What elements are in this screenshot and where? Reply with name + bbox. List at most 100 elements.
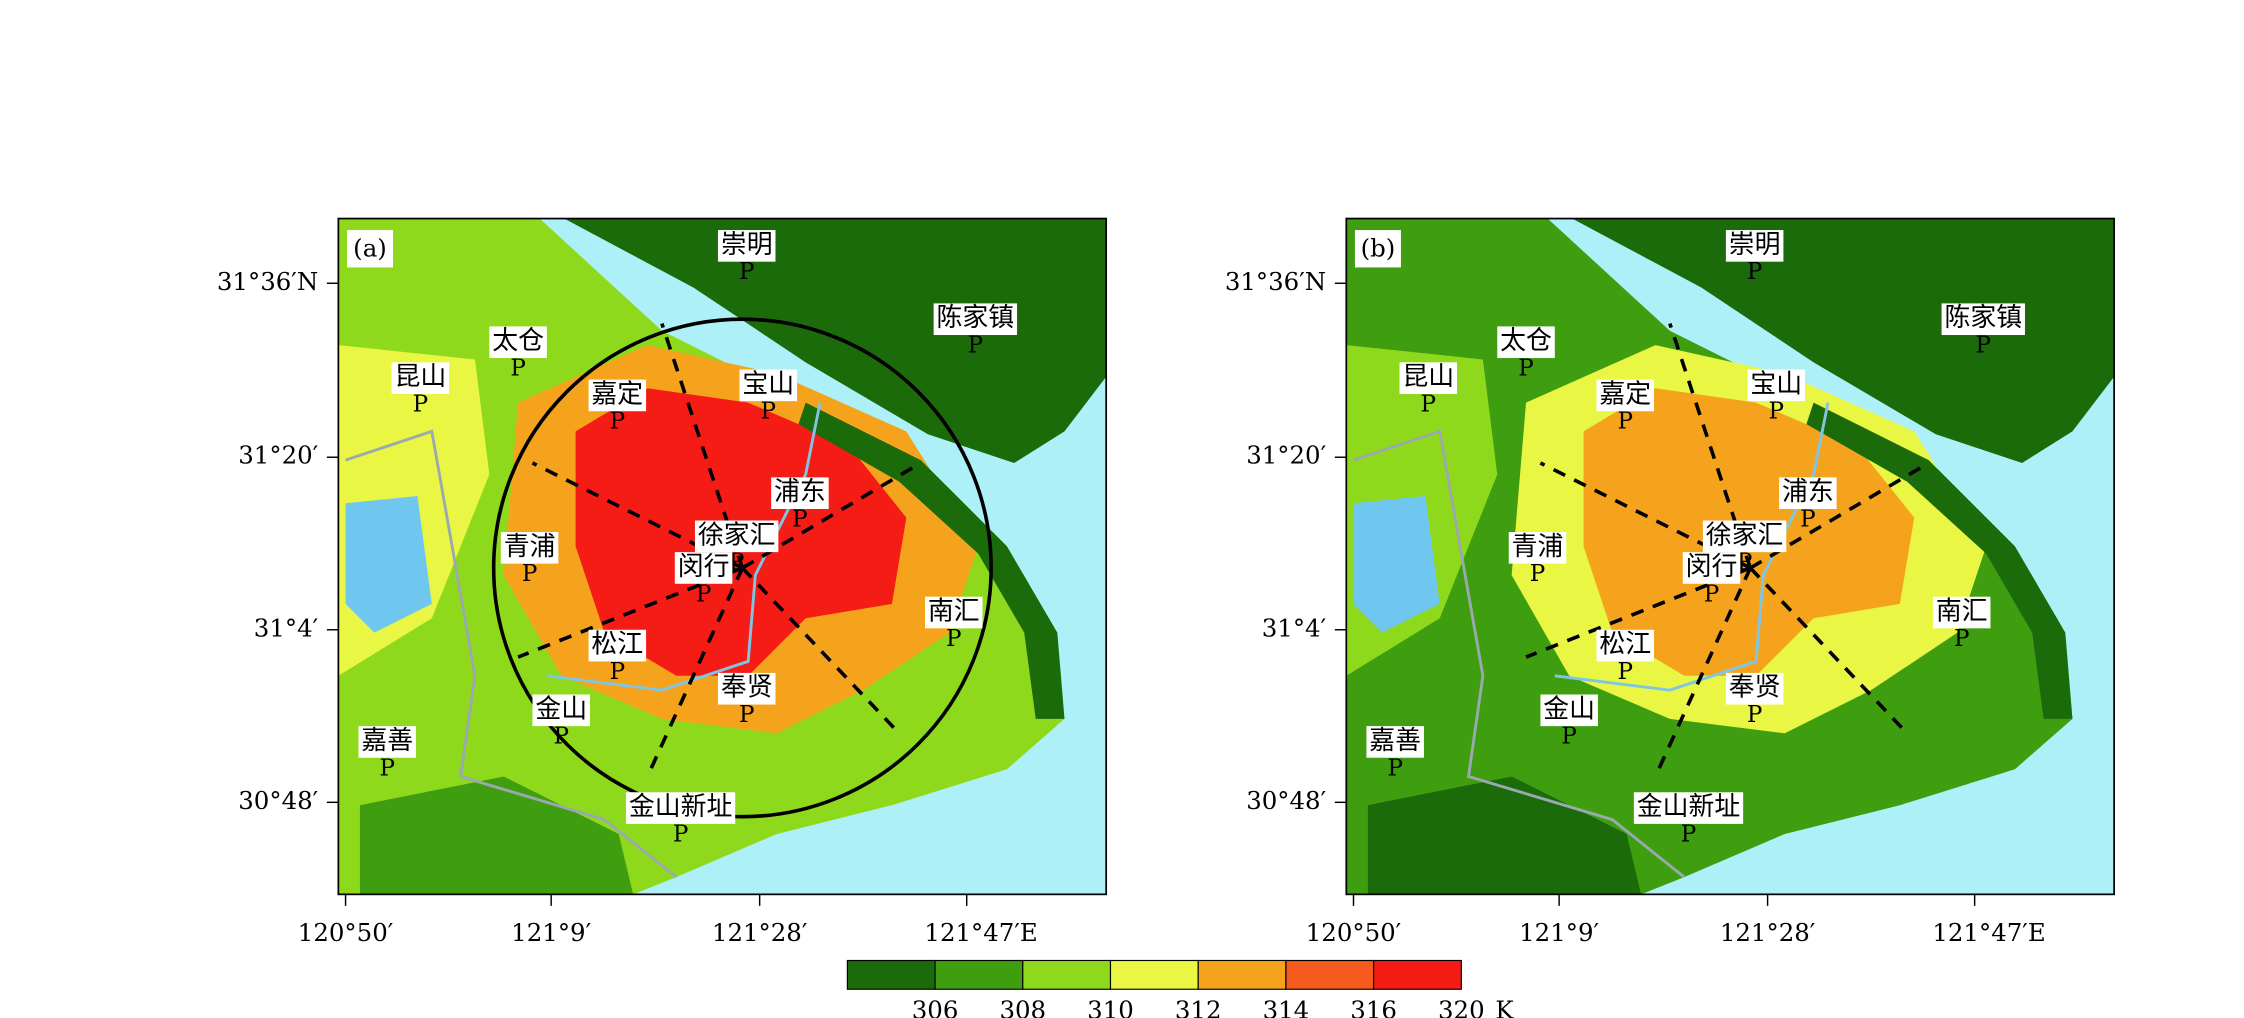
city-label-box <box>717 672 776 705</box>
river <box>546 402 822 692</box>
city-label-box <box>1779 477 1837 509</box>
city-label: 浦东 <box>1782 477 1834 507</box>
panel-label-box <box>1354 230 1401 268</box>
city-marker: P <box>1530 561 1545 587</box>
city-marker: P <box>610 659 625 685</box>
boundary <box>1353 429 1686 879</box>
y-tick-label: 31°36′N <box>1225 267 1326 296</box>
city-marker: P <box>968 333 983 359</box>
city-label: 嘉定 <box>591 379 643 409</box>
city-marker: P <box>1618 409 1633 435</box>
colorbar-swatch <box>1285 959 1375 990</box>
city-marker: P <box>553 724 568 750</box>
panel-label: (b) <box>1361 234 1396 263</box>
colorbar-swatch <box>934 959 1024 990</box>
city-marker: P <box>380 755 395 781</box>
city-label-box <box>532 694 590 727</box>
city-marker: P <box>413 391 428 417</box>
city-label-box <box>1932 596 1991 629</box>
colorbar-label: 320 <box>1438 996 1485 1018</box>
city-label-box <box>771 477 829 509</box>
coast-band <box>798 402 1065 719</box>
river <box>1554 402 1830 692</box>
city-label-box <box>933 303 1018 336</box>
panel-frame <box>337 217 1108 896</box>
sector-line <box>645 567 745 778</box>
city-label: 闵行 <box>1686 552 1738 582</box>
city-marker: P <box>1704 581 1719 607</box>
sector-line <box>1668 322 1753 569</box>
colorbar-swatch <box>1197 959 1287 990</box>
city-label-box <box>500 532 559 564</box>
sector-line <box>1749 566 1909 735</box>
panel-label: (a) <box>353 234 387 263</box>
city-label-box <box>1633 792 1744 824</box>
city-marker: P <box>1387 755 1402 781</box>
city-label: 金山 <box>535 694 587 724</box>
city-label: 青浦 <box>1512 532 1564 562</box>
city-label: 陈家镇 <box>1944 303 2022 333</box>
city-marker: P <box>1747 702 1762 728</box>
sector-line <box>1539 461 1752 570</box>
colorbar-swatch <box>1373 959 1462 990</box>
city-label: 青浦 <box>504 532 556 562</box>
city-label: 崇明 <box>721 230 773 260</box>
city-label: 太仓 <box>492 326 544 356</box>
colorbar-swatch <box>1022 959 1112 990</box>
x-tick-label: 121°47′E <box>924 918 1037 947</box>
city-label-box <box>717 230 776 262</box>
x-tick-label: 121°9′ <box>1519 918 1599 947</box>
city-marker: P <box>1561 724 1576 750</box>
island <box>564 218 1107 463</box>
city-label: 南汇 <box>1936 597 1988 627</box>
city-label: 金山新址 <box>1637 792 1741 822</box>
colorbar-label: 306 <box>912 996 959 1018</box>
city-marker: P <box>1681 821 1696 847</box>
city-label-box <box>1596 629 1655 662</box>
city-label: 昆山 <box>1402 362 1454 392</box>
colorbar-swatch <box>846 959 936 990</box>
panel-frame <box>1345 217 2115 896</box>
city-label-box <box>1702 520 1787 553</box>
boundary <box>345 429 678 879</box>
x-tick-label: 121°9′ <box>511 918 591 947</box>
x-tick-label: 120°50′ <box>1306 918 1402 947</box>
x-tick-label: 121°28′ <box>712 918 808 947</box>
y-tick-label: 31°36′N <box>217 267 318 296</box>
city-label: 浦东 <box>774 477 826 507</box>
city-label: 南汇 <box>928 597 980 627</box>
city-marker: P <box>1421 391 1436 417</box>
y-tick-label: 31°4′ <box>1262 613 1326 642</box>
sector-line <box>660 322 745 569</box>
city-label: 宝山 <box>1750 369 1802 399</box>
city-label: 松江 <box>1599 630 1651 660</box>
lake <box>1353 496 1440 633</box>
city-marker: P <box>946 626 961 652</box>
city-label-box <box>625 792 736 824</box>
x-tick-label: 121°47′E <box>1932 918 2045 947</box>
city-marker: P <box>1618 659 1633 685</box>
city-marker: P <box>510 356 525 382</box>
city-label: 陈家镇 <box>937 303 1015 333</box>
city-label: 奉贤 <box>1729 673 1781 703</box>
colorbar-swatch <box>1109 959 1199 990</box>
sector-line <box>1653 567 1752 778</box>
city-label: 金山 <box>1543 694 1595 724</box>
city-label: 昆山 <box>394 362 446 392</box>
land-zone <box>359 776 634 895</box>
city-label-box <box>674 552 733 584</box>
city-marker: P <box>1737 550 1752 576</box>
sector-line <box>1525 566 1752 659</box>
city-label-box <box>1682 552 1741 584</box>
city-label-box <box>1725 672 1784 705</box>
city-label-box <box>391 362 450 394</box>
city-marker: P <box>739 702 754 728</box>
city-label-box <box>489 326 547 359</box>
city-marker: P <box>1954 626 1969 652</box>
city-label-box <box>694 520 779 553</box>
city-label: 太仓 <box>1500 326 1552 356</box>
city-label-box <box>1497 326 1555 359</box>
y-tick-label: 30°48′ <box>238 786 318 815</box>
city-label-box <box>588 629 647 662</box>
